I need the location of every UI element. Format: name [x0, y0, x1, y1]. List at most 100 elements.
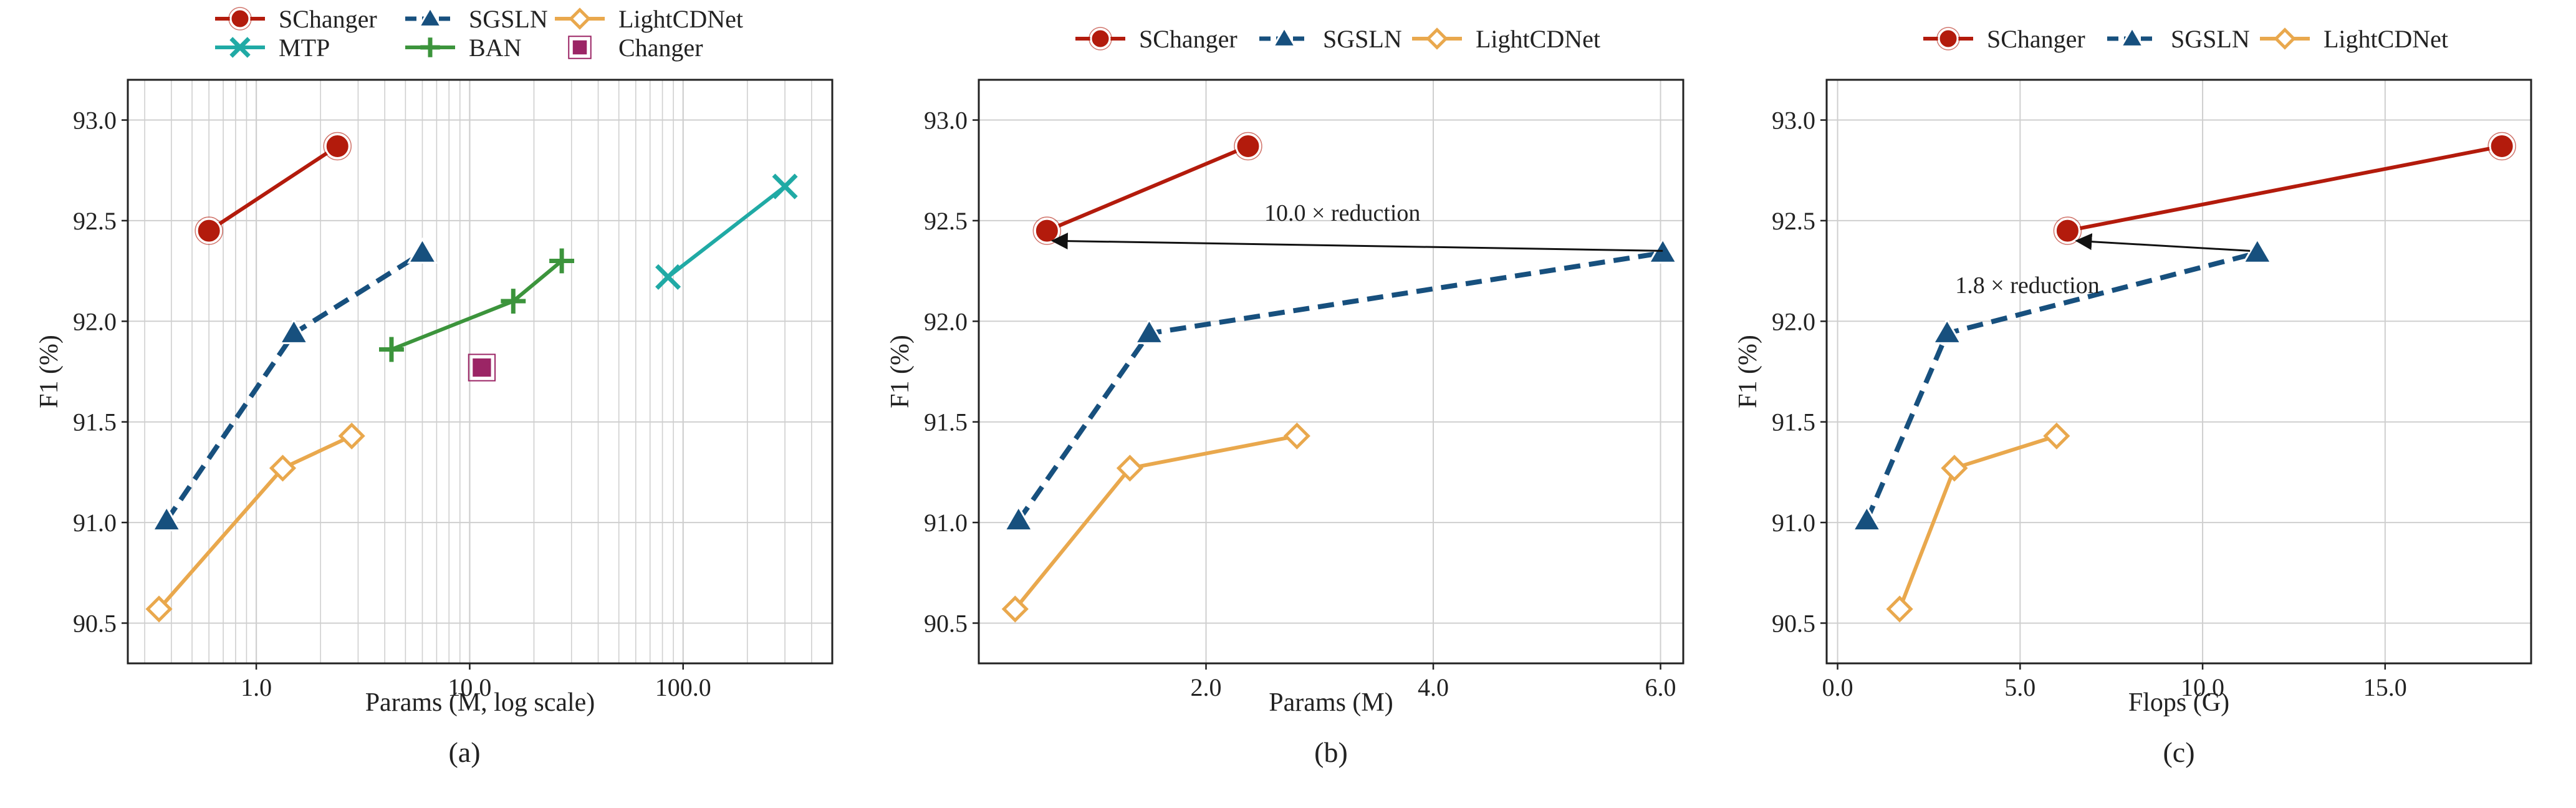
panel-a-y-tick-label: 93.0: [73, 107, 117, 135]
panel-c-legend-item-sgsln: SGSLN: [2107, 25, 2250, 53]
panel-b-x-tick-label: 6.0: [1645, 673, 1676, 701]
panel-b-legend: SChanger SGSLN LightCDNet: [1075, 25, 1600, 53]
panel-c-x-ticks: 0.0 5.0 10.0 15.0: [1822, 663, 2407, 701]
panel-a-legend-marker-schanger: [229, 8, 251, 29]
panel-b-x-axis-label: Params (M): [1269, 688, 1393, 717]
panel-a-ban-point: [378, 337, 404, 362]
panel-c-lightcdnet-point: [2043, 422, 2070, 450]
panel-b-legend-label-schanger: SChanger: [1139, 25, 1238, 53]
panel-c-schanger-point-ring: [2053, 216, 2082, 245]
panel-b-legend-item-sgsln: SGSLN: [1259, 25, 1402, 53]
panel-b-legend-item-schanger: SChanger: [1075, 25, 1238, 53]
panel-c-schanger-point-ring: [2487, 132, 2516, 161]
panel-c-x-tick-label: 5.0: [2004, 673, 2035, 701]
panel-c-x-tick-label: 10.0: [2181, 673, 2224, 701]
panel-c: SChanger SGSLN LightCDNet 0.0 5.0 10.0 15.0 9…: [1734, 25, 2532, 768]
panel-a-series-sgsln: [151, 237, 438, 532]
panel-a-legend: SChanger SGSLN LightCDNet MTP BAN Changer: [215, 5, 743, 62]
panel-a-legend-label-lightcdnet: LightCDNet: [618, 5, 743, 33]
panel-c-schanger-point: [2054, 218, 2080, 244]
panel-b-y-tick-label: 91.5: [924, 408, 968, 436]
panel-b-y-ticks: 90.5 91.0 91.5 92.0 92.5 93.0: [924, 107, 979, 637]
panel-c-sgsln-point: [1931, 317, 1963, 344]
panel-b-schanger-point: [1235, 133, 1261, 160]
panel-a-plot-area: [127, 79, 834, 665]
panel-b-lightcdnet-point: [1283, 422, 1310, 450]
panel-b-schanger-point: [1034, 218, 1060, 244]
panel-c-reduction-label: 1.8 × reduction: [1955, 272, 2099, 299]
panel-b-series-sgsln: [1003, 237, 1678, 532]
panel-c-series-sgsln: [1851, 237, 2273, 532]
panel-a-sgsln-line: [164, 251, 424, 522]
panel-b-sgsln-line: [1016, 250, 1663, 522]
panel-b-reduction-arrow: [1050, 233, 1663, 252]
panel-a-schanger-point-ring: [323, 132, 352, 161]
panel-c-lightcdnet-point: [1886, 595, 1913, 623]
panel-b-y-tick-label: 93.0: [924, 107, 968, 135]
panel-c-sgsln-point: [2242, 237, 2273, 264]
panel-c-sgsln-point: [1851, 505, 1882, 532]
panel-a-sgsln-point: [151, 505, 182, 532]
panel-a-legend-item-lightcdnet: LightCDNet: [555, 5, 743, 33]
panel-a-x-ticks: 1.0 10.0 100.0: [241, 663, 711, 701]
panel-b-x-tick-label: 4.0: [1418, 673, 1449, 701]
panel-c-grid: [1827, 80, 2531, 663]
panel-b-grid: [979, 80, 1683, 663]
panel-a-legend-label-changer: Changer: [618, 34, 703, 62]
panel-b-series-schanger: [1032, 132, 1262, 245]
panel-c-y-tick-label: 91.5: [1772, 408, 1815, 436]
panel-a-lightcdnet-point: [338, 422, 365, 450]
panel-a-series-changer: [468, 354, 496, 382]
panel-a-legend-item-sgsln: SGSLN: [405, 5, 548, 33]
panel-a-y-axis-label: F1 (%): [35, 335, 64, 408]
panel-c-y-ticks: 90.5 91.0 91.5 92.0 92.5 93.0: [1772, 107, 1827, 637]
panel-a-x-tick-label: 10.0: [448, 673, 491, 701]
panel-b-reduction-label: 10.0 × reduction: [1264, 200, 1420, 226]
panel-a-changer-point-outline: [468, 354, 496, 382]
panel-b-y-tick-label: 90.5: [924, 609, 968, 637]
panel-c-y-tick-label: 92.5: [1772, 207, 1815, 235]
panel-a-legend-label-ban: BAN: [469, 34, 521, 62]
panel-c-y-tick-label: 90.5: [1772, 609, 1815, 637]
panel-a-schanger-point: [324, 133, 350, 160]
panel-a-changer-point: [471, 356, 493, 379]
panel-a-sgsln-point: [407, 237, 438, 264]
panel-c-caption: (c): [2163, 736, 2194, 768]
panel-b-schanger-point-ring: [1234, 132, 1262, 161]
panel-c-annotations: 1.8 × reduction: [1955, 233, 2251, 299]
panel-c-y-tick-label: 92.0: [1772, 307, 1815, 335]
panel-a-legend-marker-ban: [420, 37, 440, 57]
panel-a-y-tick-label: 91.5: [73, 408, 117, 436]
panel-a-mtp-line: [666, 185, 786, 279]
panel-c-y-tick-label: 91.0: [1772, 509, 1815, 537]
panel-b-lightcdnet-point: [1001, 595, 1029, 623]
panel-a-series: [145, 132, 798, 623]
panel-a-legend-marker-changer-outline: [568, 36, 592, 59]
panel-b-schanger-point-ring: [1032, 216, 1062, 245]
panel-a-legend-label-schanger: SChanger: [279, 5, 377, 33]
panel-c-x-tick-label: 0.0: [1822, 673, 1853, 701]
panel-b-x-ticks: 2.0 4.0 6.0: [1191, 663, 1676, 701]
panel-c-legend-marker-sgsln: [2120, 26, 2145, 47]
panel-c-legend-label-schanger: SChanger: [1987, 25, 2085, 53]
panel-a-legend-item-mtp: MTP: [215, 34, 330, 62]
panel-c-legend-marker-schanger-ring: [1936, 27, 1960, 50]
panel-c-legend-label-lightcdnet: LightCDNet: [2324, 25, 2448, 53]
panel-a-ban-line: [390, 259, 563, 352]
panel-b-legend-label-lightcdnet: LightCDNet: [1476, 25, 1600, 53]
panel-a-legend-marker-changer: [570, 38, 589, 57]
panel-c-series-schanger: [2053, 132, 2516, 245]
panel-a-caption: (a): [448, 736, 480, 768]
panel-b-y-tick-label: 91.0: [924, 509, 968, 537]
panel-c-schanger-point: [2489, 133, 2515, 160]
panel-b-legend-label-sgsln: SGSLN: [1323, 25, 1402, 53]
panel-a-x-axis-label: Params (M, log scale): [365, 688, 595, 717]
panel-a-sgsln-point: [278, 317, 309, 344]
panel-a-lightcdnet-point: [145, 595, 173, 623]
panel-b-legend-marker-schanger: [1090, 28, 1111, 49]
panel-a-schanger-point: [196, 218, 222, 244]
panel-a-legend-label-sgsln: SGSLN: [469, 5, 548, 33]
panel-a-y-ticks: 90.5 91.0 91.5 92.0 92.5 93.0: [73, 107, 128, 637]
panel-a-x-tick-label: 100.0: [655, 673, 711, 701]
